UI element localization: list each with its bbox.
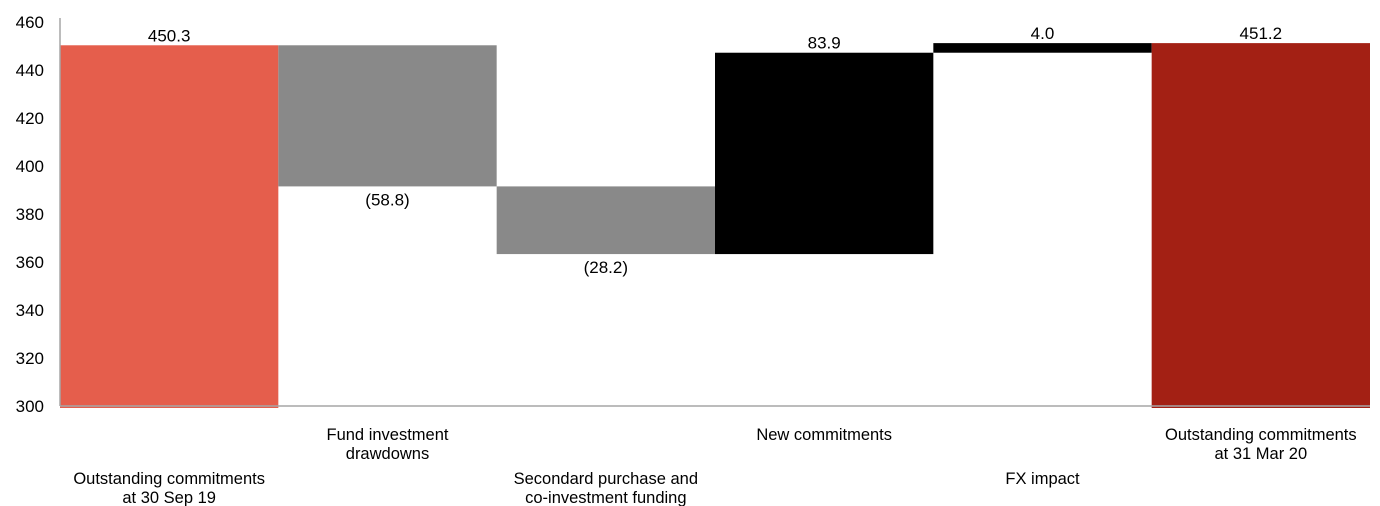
category-label: New commitments <box>756 426 892 444</box>
category-label: FX impact <box>1005 470 1080 488</box>
y-axis-ticks: 300 320 340 360 380 400 420 440 460 <box>16 13 44 416</box>
waterfall-bar <box>1151 43 1370 409</box>
data-label: (28.2) <box>584 258 628 277</box>
y-tick-label: 360 <box>16 253 44 272</box>
category-label: Outstanding commitments <box>1165 426 1357 444</box>
y-tick-label: 420 <box>16 109 44 128</box>
y-tick-label: 460 <box>16 13 44 32</box>
data-label: 450.3 <box>148 26 191 45</box>
category-label: co-investment funding <box>525 489 686 506</box>
category-label: drawdowns <box>346 445 429 463</box>
category-label: Fund investment <box>327 426 449 444</box>
chart-bars <box>60 43 1370 409</box>
y-tick-label: 300 <box>16 397 44 416</box>
data-label: (58.8) <box>365 190 409 209</box>
y-tick-label: 320 <box>16 349 44 368</box>
waterfall-bar <box>715 52 934 255</box>
y-tick-label: 340 <box>16 301 44 320</box>
data-label: 4.0 <box>1031 24 1055 43</box>
data-label: 451.2 <box>1240 24 1283 43</box>
category-label: at 31 Mar 20 <box>1215 445 1308 463</box>
waterfall-bar <box>496 186 715 255</box>
waterfall-bar <box>933 43 1152 53</box>
waterfall-bar <box>278 45 497 187</box>
category-label: Outstanding commitments <box>73 470 265 488</box>
category-label: Secondard purchase and <box>514 470 698 488</box>
y-tick-label: 400 <box>16 157 44 176</box>
data-labels: 450.3 (58.8) (28.2) 83.9 4.0 451.2 <box>148 24 1282 277</box>
data-label: 83.9 <box>808 34 841 53</box>
category-label: at 30 Sep 19 <box>122 489 216 506</box>
waterfall-bar <box>60 45 279 408</box>
y-tick-label: 440 <box>16 61 44 80</box>
y-tick-label: 380 <box>16 205 44 224</box>
